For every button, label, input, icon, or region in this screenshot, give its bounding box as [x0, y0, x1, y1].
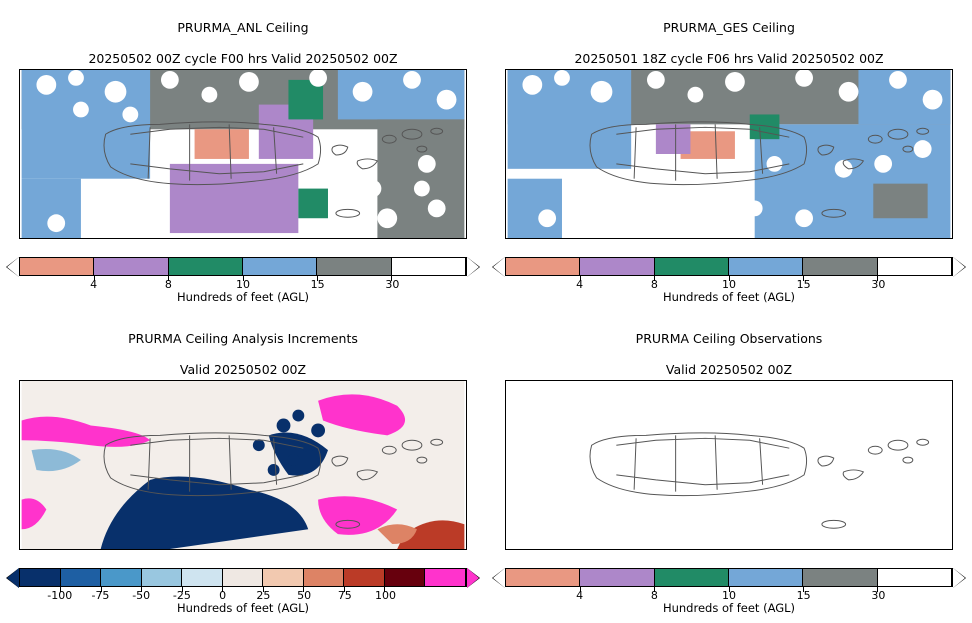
colorbar-tick-label: 10: [722, 589, 736, 602]
colorbar-tick-label: 100: [375, 589, 396, 602]
colorbar-tick-label: 30: [385, 278, 399, 291]
panel-inc-title: PRURMA Ceiling Analysis Increments Valid…: [128, 316, 358, 379]
colorbar-tick-label: 4: [576, 589, 583, 602]
colorbar-tick-label: 8: [165, 278, 172, 291]
colorbar-axis-label: Hundreds of feet (AGL): [177, 601, 309, 615]
colorbar-segment: [94, 258, 168, 275]
colorbar-tick-label: 8: [651, 589, 658, 602]
colorbar-segment: [580, 569, 654, 586]
colorbar-bar: [505, 568, 953, 587]
colorbar-segment: [20, 569, 61, 586]
colorbar-axis-label: Hundreds of feet (AGL): [177, 290, 309, 304]
title-line: 20250501 18Z cycle F06 hrs Valid 2025050…: [574, 51, 883, 66]
colorbar-tick-label: 50: [297, 589, 311, 602]
colorbar-tick-label: 15: [311, 278, 325, 291]
title-line: Valid 20250502 00Z: [180, 362, 306, 377]
title-line: PRURMA Ceiling Observations: [636, 331, 823, 346]
colorbar-bar: [505, 257, 953, 276]
map-inc: [19, 380, 467, 550]
colorbar-segment: [655, 258, 729, 275]
colorbar-obs: 4 8 10 15 30 Hundreds of feet (AGL): [505, 568, 953, 615]
colorbar-segment: [61, 569, 102, 586]
colorbar-tick-label: -25: [173, 589, 191, 602]
colorbar-segment: [142, 569, 183, 586]
colorbar-tick-label: 4: [576, 278, 583, 291]
title-line: Valid 20250502 00Z: [666, 362, 792, 377]
colorbar-over-arrow: [467, 257, 479, 277]
colorbar-segment: [392, 258, 466, 275]
colorbar-segment: [169, 258, 243, 275]
colorbar-tick-label: -75: [91, 589, 109, 602]
colorbar-segment: [878, 569, 952, 586]
colorbar-segment: [344, 569, 385, 586]
colorbar-segment: [580, 258, 654, 275]
colorbar-under-arrow: [493, 568, 505, 588]
panel-obs-title: PRURMA Ceiling Observations Valid 202505…: [636, 316, 823, 379]
colorbar-tick-label: 25: [256, 589, 270, 602]
colorbar-tick-label: 10: [722, 278, 736, 291]
colorbar-over-arrow: [953, 568, 965, 588]
colorbar-segment: [506, 569, 580, 586]
figure-grid: PRURMA_ANL Ceiling 20250502 00Z cycle F0…: [0, 0, 972, 623]
colorbar-segment: [317, 258, 391, 275]
colorbar-tick-label: 10: [236, 278, 250, 291]
colorbar-segment: [101, 569, 142, 586]
colorbar-segment: [304, 569, 345, 586]
panel-anl: PRURMA_ANL Ceiling 20250502 00Z cycle F0…: [14, 4, 472, 304]
colorbar-tick-label: 8: [651, 278, 658, 291]
colorbar-over-arrow: [467, 568, 479, 588]
colorbar-tick-label: 0: [219, 589, 226, 602]
colorbar-segment: [223, 569, 264, 586]
panel-ges: PRURMA_GES Ceiling 20250501 18Z cycle F0…: [500, 4, 958, 304]
panel-anl-title: PRURMA_ANL Ceiling 20250502 00Z cycle F0…: [88, 4, 397, 67]
title-line: PRURMA Ceiling Analysis Increments: [128, 331, 358, 346]
colorbar-bar: [19, 257, 467, 276]
colorbar-tick-label: 30: [871, 278, 885, 291]
colorbar-tick-label: 15: [797, 278, 811, 291]
colorbar-ticks: -100 -75 -50 -25 0 25 50 75 100: [19, 587, 467, 601]
colorbar-inc: -100 -75 -50 -25 0 25 50 75 100 Hundreds of feet …: [19, 568, 467, 615]
colorbar-segment: [655, 569, 729, 586]
colorbar-tick-label: 4: [90, 278, 97, 291]
colorbar-ticks: 4 8 10 15 30: [505, 587, 953, 601]
panel-inc: PRURMA Ceiling Analysis Increments Valid…: [14, 316, 472, 616]
colorbar-segment: [243, 258, 317, 275]
panel-ges-title: PRURMA_GES Ceiling 20250501 18Z cycle F0…: [574, 4, 883, 67]
colorbar-over-arrow: [953, 257, 965, 277]
colorbar-axis-label: Hundreds of feet (AGL): [663, 290, 795, 304]
colorbar-axis-label: Hundreds of feet (AGL): [663, 601, 795, 615]
panel-obs: PRURMA Ceiling Observations Valid 202505…: [500, 316, 958, 616]
colorbar-tick-label: 15: [797, 589, 811, 602]
colorbar-segment: [729, 258, 803, 275]
title-line: 20250502 00Z cycle F00 hrs Valid 2025050…: [88, 51, 397, 66]
colorbar-tick-label: -50: [132, 589, 150, 602]
colorbar-tick-label: -100: [47, 589, 72, 602]
colorbar-bar: [19, 568, 467, 587]
colorbar-under-arrow: [7, 257, 19, 277]
colorbar-segment: [878, 258, 952, 275]
colorbar-ges: 4 8 10 15 30 Hundreds of feet (AGL): [505, 257, 953, 304]
colorbar-segment: [506, 258, 580, 275]
title-line: PRURMA_ANL Ceiling: [177, 20, 308, 35]
colorbar-segment: [803, 569, 877, 586]
colorbar-segment: [729, 569, 803, 586]
colorbar-segment: [263, 569, 304, 586]
colorbar-segment: [385, 569, 426, 586]
colorbar-segment: [182, 569, 223, 586]
colorbar-tick-label: 30: [871, 589, 885, 602]
colorbar-segment: [20, 258, 94, 275]
colorbar-under-arrow: [493, 257, 505, 277]
colorbar-ticks: 4 8 10 15 30: [505, 276, 953, 290]
colorbar-tick-label: 75: [338, 589, 352, 602]
colorbar-under-arrow: [7, 568, 19, 588]
map-obs: [505, 380, 953, 550]
map-ges: [505, 69, 953, 239]
colorbar-segment: [803, 258, 877, 275]
colorbar-anl: 4 8 10 15 30 Hundreds of feet (AGL): [19, 257, 467, 304]
map-anl: [19, 69, 467, 239]
colorbar-segment: [425, 569, 466, 586]
title-line: PRURMA_GES Ceiling: [663, 20, 795, 35]
colorbar-ticks: 4 8 10 15 30: [19, 276, 467, 290]
